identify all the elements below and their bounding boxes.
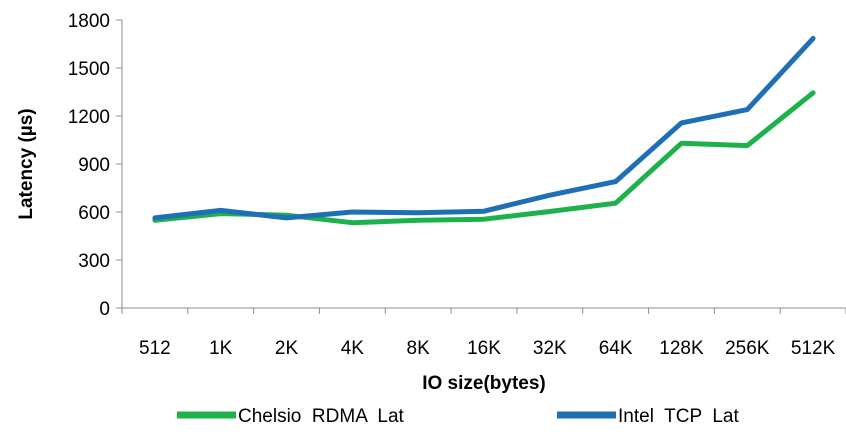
series-line-1 [152,35,816,221]
y-axis-ticks: 0 300 600 900 1200 1500 1800 [68,11,122,320]
x-axis-title: IO size(bytes) [422,373,546,394]
series-lines [152,35,816,226]
y-axis-title: Latency (µs) [16,108,37,219]
x-tick-label: 512K [791,338,836,359]
x-axis-ticks: 512 1K 2K 4K 8K 16K 32K 64K 128K 256K 512K [121,308,846,359]
legend: Chelsio RDMA Lat Intel TCP Lat [177,406,739,427]
x-tick-label: 8K [407,338,431,359]
y-tick-label: 1200 [68,107,110,128]
x-tick-label: 64K [599,338,633,359]
series-line-0 [152,90,816,226]
y-tick-label: 300 [78,251,110,272]
x-tick-label: 256K [725,338,770,359]
x-tick-label: 4K [341,338,365,359]
y-tick-label: 1500 [68,59,110,80]
x-tick-label: 512 [139,338,171,359]
y-tick-label: 600 [78,203,110,224]
x-tick-label: 128K [659,338,704,359]
y-tick-label: 1800 [68,11,110,32]
legend-label-intel-tcp-lat: Intel TCP Lat [618,406,739,427]
legend-label-chelsio-rdma-lat: Chelsio RDMA Lat [238,406,405,427]
y-tick-label: 900 [78,155,110,176]
x-tick-label: 1K [209,338,233,359]
y-tick-label: 0 [99,299,110,320]
x-tick-label: 32K [533,338,567,359]
x-tick-label: 2K [275,338,299,359]
x-tick-label: 16K [467,338,501,359]
